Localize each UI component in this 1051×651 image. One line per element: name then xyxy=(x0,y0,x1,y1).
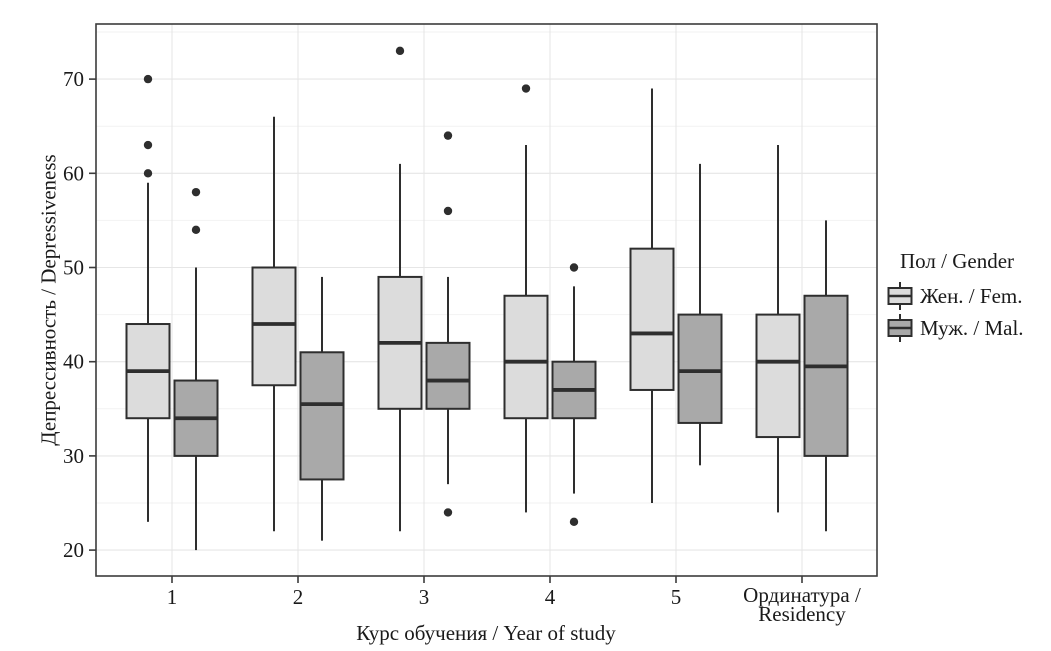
y-tick-label: 30 xyxy=(63,444,84,468)
box xyxy=(503,294,549,420)
box xyxy=(677,313,723,424)
box xyxy=(629,247,675,391)
legend-label-female: Жен. / Fem. xyxy=(920,283,1023,308)
boxplot-key-icon xyxy=(887,314,913,342)
panel-background xyxy=(96,24,877,576)
y-tick-label: 70 xyxy=(63,67,84,91)
outlier-point xyxy=(395,46,405,56)
x-tick-label: 4 xyxy=(545,585,556,609)
outlier-point xyxy=(443,131,453,140)
box xyxy=(425,341,471,410)
axes: 20 30 40 50 60 70 1 2 3 4 5 Ординатура /Residency xyxy=(63,67,861,626)
box xyxy=(251,266,297,387)
boxplot-key-icon xyxy=(887,282,913,310)
gridlines xyxy=(96,24,877,576)
y-tick-label: 60 xyxy=(63,161,84,185)
outlier-point xyxy=(191,225,201,235)
outlier-point xyxy=(143,169,153,178)
outlier-point xyxy=(191,187,201,197)
outlier-point xyxy=(569,517,579,527)
outlier-point xyxy=(569,263,579,272)
x-tick-label: Residency xyxy=(758,602,846,626)
outlier-point xyxy=(443,206,453,216)
outlier-point xyxy=(521,84,531,93)
box xyxy=(299,351,345,481)
legend-label-male: Муж. / Mal. xyxy=(920,315,1024,340)
panel-border xyxy=(95,23,878,577)
outlier-point xyxy=(443,508,453,517)
y-axis-title: Депрессивность / Depressiveness xyxy=(36,154,61,446)
x-tick-label: 2 xyxy=(293,585,304,609)
y-tick-label: 20 xyxy=(63,538,84,562)
x-tick-label: Ординатура / xyxy=(743,583,861,607)
outlier-point xyxy=(143,74,153,84)
box xyxy=(755,313,801,439)
x-tick-label: 5 xyxy=(671,585,682,609)
y-tick-label: 40 xyxy=(63,350,84,374)
outlier-point xyxy=(143,140,153,150)
series-female xyxy=(125,46,801,532)
x-tick-label: 1 xyxy=(167,585,178,609)
legend-item-female: Жен. / Fem. xyxy=(887,281,1024,311)
legend: Пол / Gender Жен. / Fem. Муж. / Mal. xyxy=(887,249,1024,345)
x-axis-title: Курс обучения / Year of study xyxy=(356,621,616,645)
series-male xyxy=(173,131,849,551)
y-tick-label: 50 xyxy=(63,256,84,280)
legend-item-male: Муж. / Mal. xyxy=(887,313,1024,343)
box xyxy=(803,294,849,457)
legend-title: Пол / Gender xyxy=(900,249,1015,273)
x-tick-label: 3 xyxy=(419,585,430,609)
